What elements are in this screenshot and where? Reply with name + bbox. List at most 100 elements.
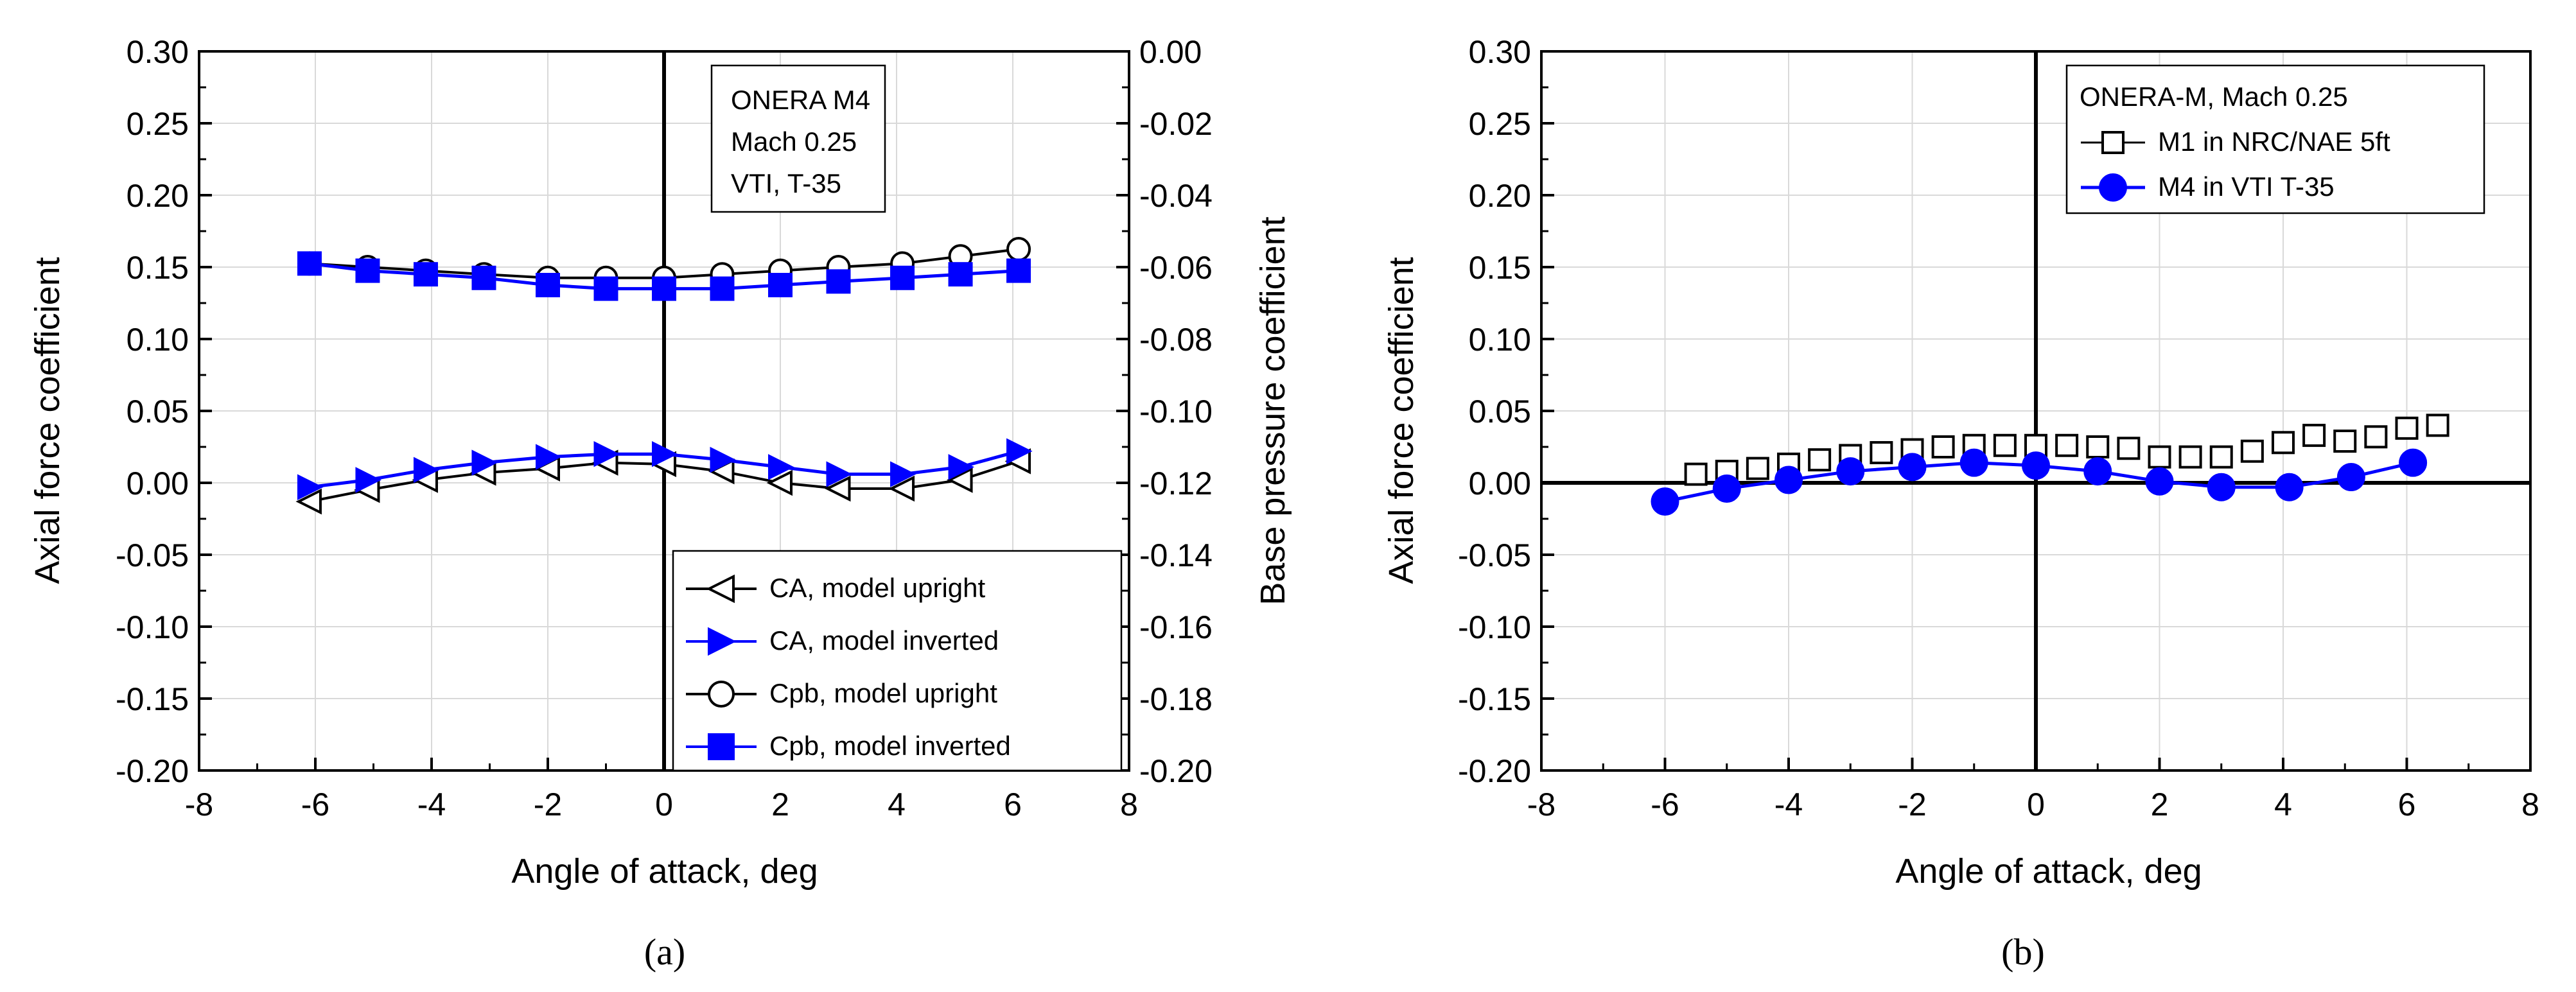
data-point (768, 454, 794, 480)
data-point (766, 469, 793, 496)
y-tick-label: -0.20 (116, 753, 189, 789)
data-point (536, 273, 560, 297)
data-point (295, 488, 322, 515)
data-point (652, 440, 678, 467)
data-point (2178, 445, 2202, 469)
data-point (1836, 457, 1865, 486)
data-point (2364, 425, 2388, 449)
x-tick-label: -2 (534, 787, 562, 822)
data-point (652, 276, 676, 301)
data-point (593, 440, 620, 467)
y2-tick-label: -0.04 (1139, 178, 1213, 214)
y-tick-label: -0.15 (116, 681, 189, 717)
data-point (1931, 435, 1955, 458)
chart-a-legend: CA, model upright CA, model inverted Cpb… (672, 550, 1123, 772)
y-tick-label: 0.25 (127, 106, 189, 142)
x-tick-label: 2 (771, 787, 789, 822)
y2-tick-label: -0.18 (1139, 681, 1213, 717)
y2-tick-label: -0.10 (1139, 394, 1213, 430)
data-point (826, 269, 851, 294)
x-tick-label: -8 (185, 787, 213, 822)
data-point (2145, 467, 2174, 496)
data-point (1006, 258, 1031, 283)
data-point (2209, 445, 2233, 469)
chart-a-ylabel: Axial force coefficient (28, 257, 67, 584)
legend-marker (2101, 131, 2125, 154)
data-point (1006, 237, 1031, 261)
data-point (2083, 457, 2112, 486)
chart-b-legend: ONERA-M, Mach 0.25 M1 in NRC/NAE 5ft M4 … (2065, 64, 2485, 214)
data-point (710, 276, 735, 301)
annotation-line-1: ONERA M4 (731, 85, 870, 115)
data-point (710, 446, 736, 473)
legend-label-ca-upright: CA, model upright (769, 573, 985, 603)
data-point (1993, 433, 2017, 457)
data-point (355, 467, 381, 493)
y-tick-label: -0.10 (1458, 609, 1531, 645)
data-point (768, 273, 793, 297)
x-tick-label: 8 (1120, 787, 1138, 822)
data-point (1684, 462, 1708, 486)
y2-tick-label: -0.08 (1139, 322, 1213, 358)
y-tick-label: -0.05 (1458, 537, 1531, 573)
chart-a-series (295, 237, 1033, 515)
y-tick-label: 0.30 (1469, 34, 1531, 70)
data-point (2399, 448, 2428, 477)
data-point (1651, 487, 1679, 516)
x-tick-label: 6 (1004, 787, 1022, 822)
x-tick-label: -4 (417, 787, 446, 822)
y2-tick-label: -0.12 (1139, 466, 1213, 501)
annotation-frame (710, 64, 886, 213)
legend-label-m1: M1 in NRC/NAE 5ft (2158, 126, 2390, 157)
y-tick-label: 0.10 (127, 322, 189, 358)
legend-marker (708, 627, 737, 656)
data-point (825, 475, 851, 502)
chart-b-series (1651, 413, 2449, 516)
legend-marker (708, 733, 735, 760)
y2-tick-label: -0.20 (1139, 753, 1213, 789)
x-tick-label: -6 (1651, 787, 1679, 822)
y-tick-label: 0.10 (1469, 322, 1531, 358)
data-point (2302, 424, 2326, 448)
data-point (297, 251, 322, 276)
data-point (1808, 448, 1832, 472)
x-tick-label: -8 (1527, 787, 1555, 822)
data-point (536, 444, 562, 470)
data-point (413, 262, 438, 287)
x-tick-label: 4 (2274, 787, 2292, 822)
data-point (355, 258, 380, 283)
data-point (1746, 457, 1769, 480)
legend-label-m4: M4 in VTI T-35 (2158, 171, 2335, 202)
data-point (2426, 413, 2449, 437)
annotation-line-3: VTI, T-35 (731, 168, 841, 198)
data-point (471, 265, 496, 290)
caption-b: (b) (2001, 931, 2045, 973)
data-point (593, 276, 618, 301)
legend-title: ONERA-M, Mach 0.25 (2080, 82, 2348, 112)
x-tick-label: 4 (888, 787, 906, 822)
y-tick-label: -0.10 (116, 609, 189, 645)
data-point (2395, 416, 2419, 440)
chart-a-ticks: -8 -6 -4 -2 0 2 4 6 8-0.20-0.15-0.10-0.050.000.0… (116, 34, 1213, 822)
legend-label-cpb-inverted: Cpb, model inverted (769, 731, 1011, 761)
x-tick-label: 2 (2151, 787, 2169, 822)
y-tick-label: 0.30 (127, 34, 189, 70)
y-tick-label: 0.00 (1469, 466, 1531, 501)
data-point (1774, 466, 1803, 494)
data-point (1898, 453, 1927, 482)
data-point (2275, 473, 2304, 501)
caption-a: (a) (644, 931, 685, 973)
data-point (2207, 473, 2236, 501)
chart-b-xlabel: Angle of attack, deg (1895, 852, 2202, 891)
y2-tick-label: 0.00 (1139, 34, 1202, 70)
data-point (471, 449, 498, 476)
chart-b-ylabel: Axial force coefficient (1382, 257, 1421, 584)
y2-tick-label: -0.02 (1139, 106, 1213, 142)
data-point (1959, 448, 1988, 477)
data-point (888, 475, 915, 502)
y-tick-label: 0.15 (127, 250, 189, 286)
annotation-line-2: Mach 0.25 (731, 126, 857, 157)
legend-marker (2099, 173, 2127, 202)
x-tick-label: 8 (2521, 787, 2539, 822)
